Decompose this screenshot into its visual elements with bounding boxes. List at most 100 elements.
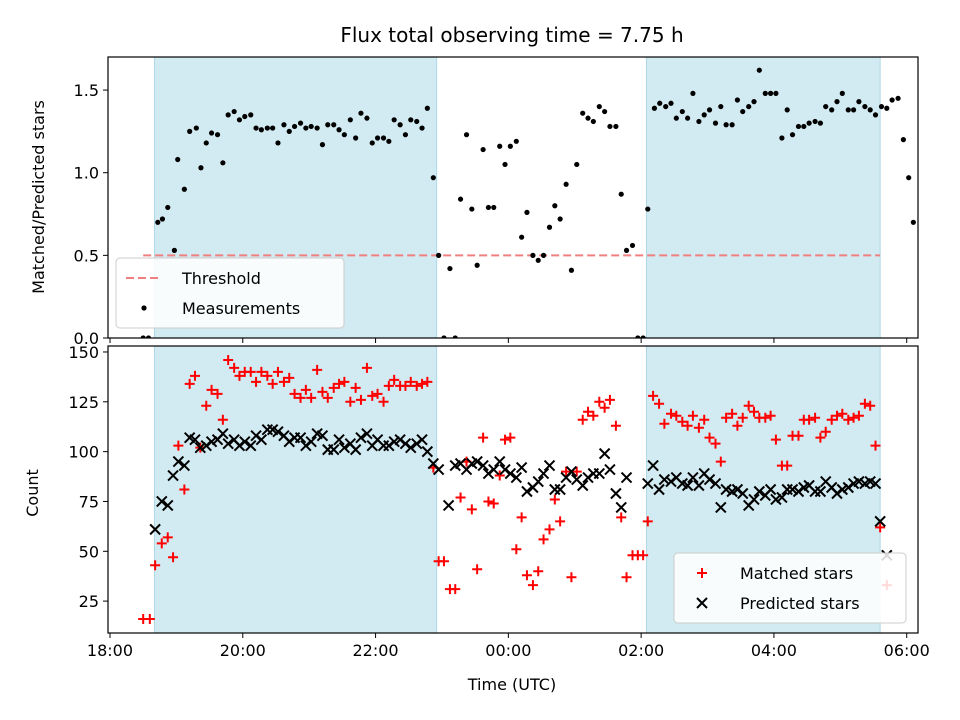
measurement-point — [519, 234, 525, 240]
matched-star-point — [588, 410, 599, 421]
measurement-point — [862, 103, 868, 110]
matched-star-point — [555, 516, 566, 527]
matched-star-point — [843, 414, 854, 425]
predicted-star-point — [715, 501, 727, 514]
measurement-point — [408, 117, 414, 123]
matched-star-point — [322, 392, 333, 403]
measurement-point — [751, 99, 757, 105]
measurement-point — [723, 122, 729, 128]
measurement-point — [513, 138, 519, 144]
matched-star-point — [770, 434, 781, 445]
measurement-point — [889, 97, 895, 103]
measurement-point — [895, 95, 901, 101]
matched-star-point — [455, 492, 466, 503]
predicted-star-point — [333, 433, 345, 446]
matched-star-point — [687, 410, 698, 421]
y-tick-label: 1.0 — [74, 164, 99, 183]
matched-star-point — [848, 412, 859, 423]
matched-star-point — [372, 388, 383, 399]
measurement-point — [884, 105, 890, 111]
plot-area — [140, 67, 916, 338]
matched-star-point — [251, 376, 262, 387]
predicted-star-point — [272, 425, 284, 438]
matched-star-point — [500, 434, 511, 445]
matched-star-point — [206, 384, 217, 395]
predicted-star-point — [610, 487, 622, 500]
predicted-star-point — [178, 459, 191, 472]
measurement-point — [165, 204, 171, 211]
matched-star-point — [223, 354, 234, 365]
measurement-point — [585, 115, 591, 121]
y-tick-label: 1.5 — [74, 81, 99, 100]
measurement-point — [574, 161, 580, 168]
predicted-star-point — [515, 461, 528, 474]
observing-window-shade — [645, 56, 881, 339]
measurement-point — [673, 115, 679, 121]
matched-star-point — [715, 456, 726, 467]
predicted-star-point — [764, 483, 777, 496]
legend-label: Threshold — [181, 269, 261, 288]
measurement-point — [331, 122, 337, 128]
predicted-star-point — [554, 483, 566, 496]
matched-star-point — [367, 390, 378, 401]
measurement-point — [325, 122, 331, 128]
measurement-point — [657, 100, 663, 106]
matched-star-point — [256, 366, 267, 377]
matched-star-point — [217, 414, 228, 425]
predicted-star-point — [149, 523, 161, 536]
predicted-star-point — [162, 499, 174, 512]
matched-star-point — [859, 398, 870, 409]
legend-label: Predicted stars — [740, 594, 860, 613]
predicted-star-point — [349, 443, 362, 456]
matched-star-point — [438, 556, 449, 567]
matched-star-point — [521, 570, 532, 581]
measurement-point — [845, 107, 851, 113]
predicted-star-point — [709, 477, 722, 490]
matched-star-point — [765, 410, 776, 421]
measurement-point — [623, 247, 630, 253]
top-panel: 0.0 0.5 1.0 1.5 Threshold Measurements — [74, 56, 919, 348]
matched-star-point — [300, 384, 311, 395]
matched-star-point — [566, 572, 577, 583]
matched-star-point — [721, 412, 732, 423]
measurement-point — [762, 90, 768, 96]
matched-star-point — [837, 408, 848, 419]
measurement-point — [264, 125, 270, 131]
measurement-point — [291, 123, 298, 130]
measurement-point — [155, 219, 161, 225]
matched-star-point — [278, 376, 289, 387]
measurement-point — [220, 160, 226, 166]
predicted-star-point — [504, 467, 517, 480]
predicted-star-point — [521, 485, 533, 498]
matched-star-point — [820, 426, 831, 437]
measurement-point — [203, 140, 209, 146]
predicted-star-point — [565, 465, 578, 478]
matched-star-point — [815, 432, 826, 443]
x-tick-label: 20:00 — [220, 641, 266, 660]
measurement-point — [668, 100, 674, 106]
measurement-point — [789, 132, 796, 138]
measurement-point — [353, 135, 359, 141]
measurement-point — [369, 140, 375, 146]
matched-star-point — [339, 376, 350, 387]
measurement-point — [546, 224, 553, 230]
measurement-point — [685, 115, 691, 121]
predicted-star-point — [488, 463, 500, 476]
matched-star-point — [345, 396, 356, 407]
matched-star-point — [478, 432, 489, 443]
matched-star-point — [184, 378, 195, 389]
matched-star-point — [793, 430, 804, 441]
y-tick-label: 50 — [79, 542, 99, 561]
measurement-point — [319, 142, 326, 148]
measurement-point — [424, 105, 430, 111]
matched-star-point — [229, 362, 240, 373]
matched-star-point — [810, 412, 821, 423]
matched-star-point — [710, 438, 721, 449]
measurement-point — [474, 262, 480, 268]
legend-label: Measurements — [182, 299, 300, 318]
predicted-star-point — [217, 427, 229, 440]
measurement-point — [878, 103, 885, 110]
matched-star-point — [583, 406, 594, 417]
measurement-point — [910, 219, 916, 225]
matched-star-point — [677, 416, 688, 427]
